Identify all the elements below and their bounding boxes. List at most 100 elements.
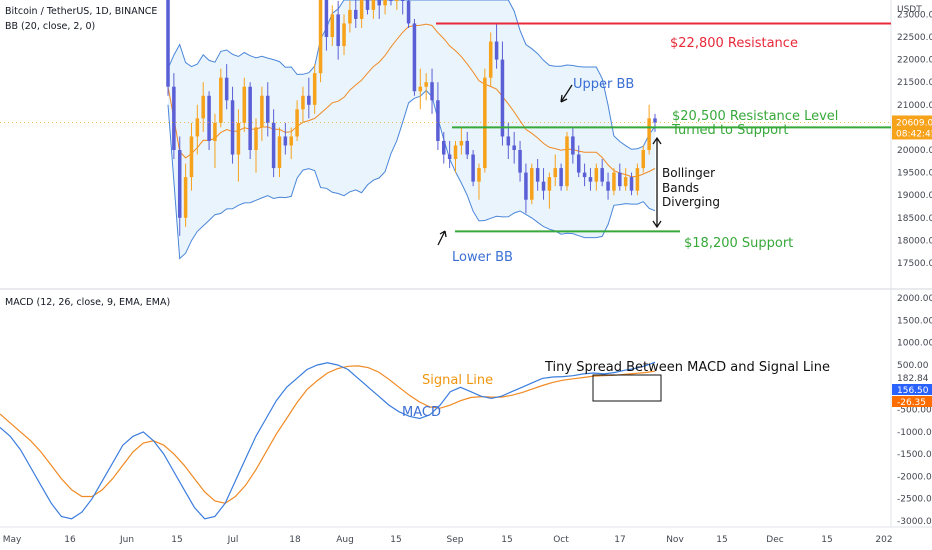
macd-tick-label: -500.00 [897,406,932,416]
symbol-title: Bitcoin / TetherUS, 1D, BINANCE [5,6,158,17]
candle-body [571,136,575,155]
price-tick-label: 18000.00 [897,236,932,246]
candle-body [277,136,282,169]
candle-body [576,154,581,173]
macd-tick-label: 2000.00 [897,294,932,304]
macd-value-badge [892,384,932,395]
lower-bb-arrow [437,230,447,246]
candle-body [254,127,258,150]
candle-body [488,41,493,78]
time-tick-label: Sep [447,535,464,545]
candle-body [301,95,305,110]
candle-body [189,136,194,178]
time-tick-label: 15 [821,535,832,545]
candle-body [219,77,223,123]
candle-body [535,168,540,182]
price-tick-label: 17500.00 [897,259,932,269]
candle-body [436,100,440,141]
candle-body [201,95,205,119]
candle-body [418,86,423,92]
annotation-lower-bb: Lower BB [452,250,513,265]
candle-body [248,86,252,150]
candle-body [166,0,170,87]
annotation-res-support-1: $20,500 Resistance Level [672,109,838,124]
candle-body [242,86,247,123]
upper-bollinger-band [167,0,656,150]
candle-body [406,0,411,24]
candle-body [318,0,323,74]
candle-body [353,9,358,19]
lower-bollinger-band [167,89,656,260]
time-tick-label: Oct [553,535,569,545]
bb-diverging-arrow [652,136,662,229]
bb-indicator-label: BB (20, close, 2, 0) [5,21,96,32]
annotation-bb-div-3: Diverging [662,195,720,209]
annotation-signal-line: Signal Line [422,373,493,388]
last-price-value: 20609.00 [896,118,932,128]
candle-body [442,140,446,155]
candle-body [289,136,293,146]
time-tick-label: May [3,535,22,545]
candle-body [553,168,558,178]
time-tick-label: Aug [336,535,354,545]
bar-countdown: 08:42:45 [896,129,932,139]
candle-body [195,118,200,137]
price-tick-label: 21000.00 [897,101,932,111]
candle-body [412,23,417,92]
candle-body [359,0,364,19]
candle-body [506,136,511,146]
candle-body [518,150,522,173]
price-tick-label: 19500.00 [897,169,932,179]
time-tick-label: 15 [716,535,727,545]
candle-body [629,177,634,191]
macd-value: 156.50 [897,386,929,396]
time-tick-label: 15 [501,535,512,545]
time-tick-label: 16 [64,535,76,545]
annotation-tiny-spread: Tiny Spread Between MACD and Signal Line [544,360,830,375]
candle-body [494,41,499,60]
candle-body [500,59,505,137]
macd-tick-label: -2500.00 [897,495,932,505]
candle-body [172,86,176,150]
candle-body [207,95,211,141]
candle-body [635,168,640,191]
annotation-support-18200: $18,200 Support [684,236,793,251]
annotation-upper-bb: Upper BB [573,77,634,92]
candle-body [424,82,428,87]
time-tick-label: 17 [614,535,625,545]
candle-body [559,168,563,187]
candle-body [447,154,452,160]
price-tick-label: 23000.00 [897,10,932,20]
candle-body [641,150,646,169]
macd-line [0,361,656,520]
candle-body [312,73,317,105]
time-tick-label: 15 [390,535,401,545]
candle-body [389,0,393,1]
candle-body [336,14,340,47]
candle-body [348,9,352,24]
time-tick-label: 202 [875,535,892,545]
candle-body [230,100,235,155]
signal-value: -26.35 [897,398,926,408]
macd-top-value: 182.84 [897,374,929,384]
candle-body [623,177,628,187]
candle-body [307,95,311,105]
candle-body [236,122,241,155]
time-tick-label: 18 [289,535,301,545]
candle-body [606,181,610,191]
candle-body [400,0,405,1]
annotation-bb-div-2: Bands [662,181,699,195]
candle-body [271,122,276,169]
candle-body [459,140,464,146]
last-price-badge [892,115,932,140]
macd-tick-label: -1000.00 [897,428,932,438]
time-tick-label: Jul [227,535,239,545]
candle-body [453,145,458,160]
macd-tick-label: 1000.00 [897,339,932,349]
candle-body [324,0,329,37]
currency-label: USDT [897,5,922,15]
candle-body [213,122,217,141]
macd-tick-label: -1500.00 [897,450,932,460]
macd-tick-label: -3000.00 [897,517,932,527]
